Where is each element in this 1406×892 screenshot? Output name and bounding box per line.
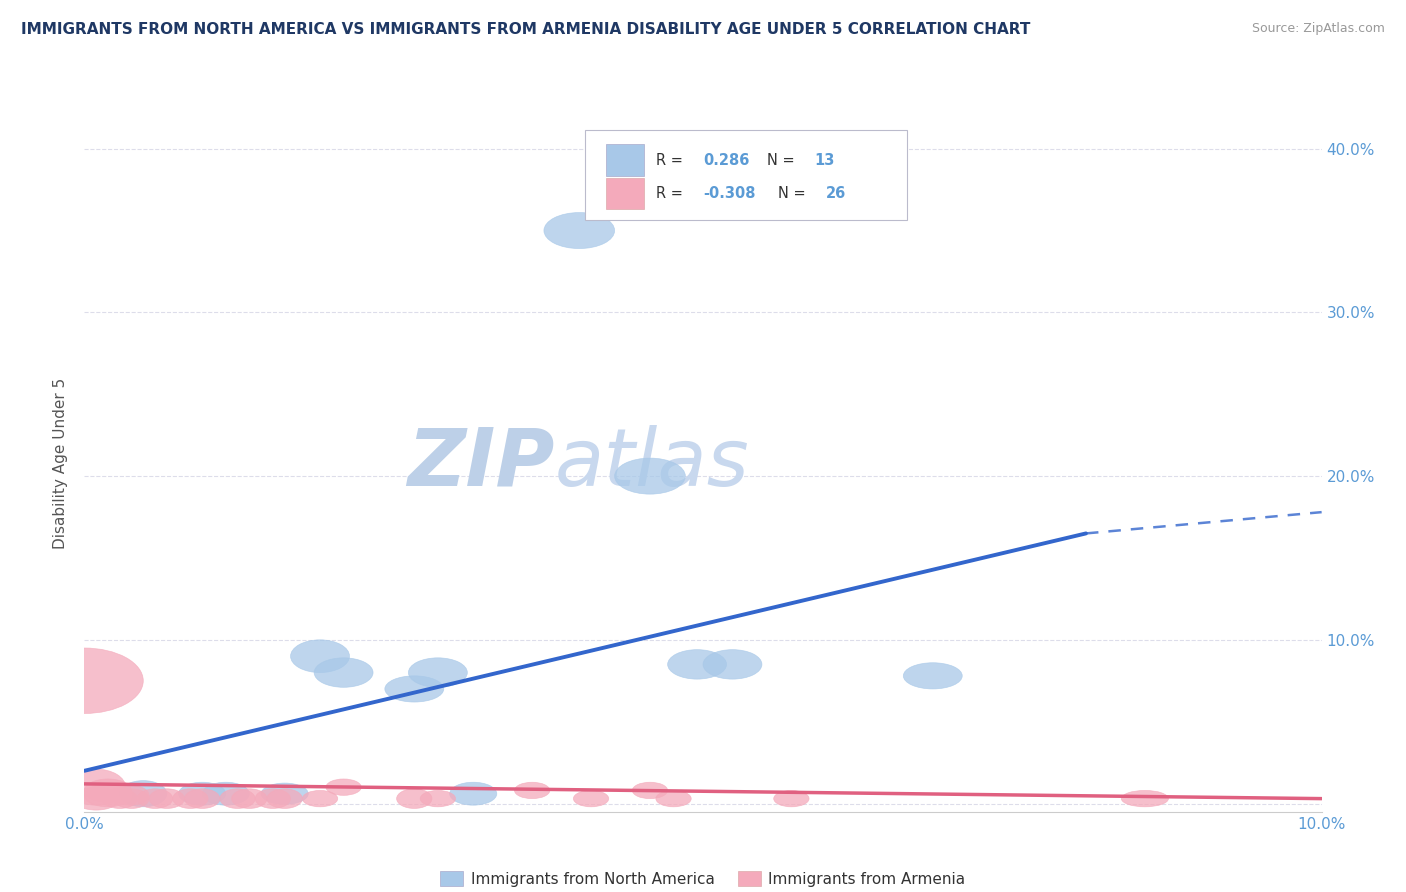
Ellipse shape (184, 789, 219, 808)
Ellipse shape (66, 769, 125, 805)
Text: ZIP: ZIP (408, 425, 554, 503)
Ellipse shape (326, 779, 361, 796)
Ellipse shape (314, 657, 373, 688)
Text: 0.286: 0.286 (703, 153, 749, 168)
FancyBboxPatch shape (585, 130, 907, 220)
Ellipse shape (291, 640, 350, 673)
Ellipse shape (408, 657, 467, 688)
Ellipse shape (179, 782, 226, 805)
Ellipse shape (84, 784, 132, 806)
Ellipse shape (114, 789, 149, 808)
Text: 13: 13 (814, 153, 835, 168)
Text: R =: R = (657, 186, 688, 201)
Ellipse shape (668, 649, 727, 679)
FancyBboxPatch shape (606, 178, 644, 209)
Ellipse shape (114, 786, 149, 805)
Ellipse shape (773, 790, 808, 806)
Ellipse shape (633, 782, 668, 798)
Text: 26: 26 (825, 186, 846, 201)
Ellipse shape (1122, 790, 1168, 806)
Ellipse shape (574, 790, 609, 806)
Ellipse shape (120, 780, 167, 806)
Ellipse shape (396, 789, 432, 808)
Text: -0.308: -0.308 (703, 186, 755, 201)
Legend: Immigrants from North America, Immigrants from Armenia: Immigrants from North America, Immigrant… (434, 864, 972, 892)
Ellipse shape (256, 789, 291, 808)
Ellipse shape (655, 790, 692, 806)
Text: R =: R = (657, 153, 688, 168)
Ellipse shape (302, 790, 337, 806)
Ellipse shape (903, 663, 962, 689)
Ellipse shape (25, 648, 143, 714)
Ellipse shape (385, 676, 444, 702)
Ellipse shape (202, 782, 249, 805)
FancyBboxPatch shape (606, 145, 644, 176)
Ellipse shape (420, 790, 456, 806)
Ellipse shape (173, 789, 208, 808)
Ellipse shape (149, 789, 184, 808)
Ellipse shape (267, 789, 302, 808)
Ellipse shape (544, 212, 614, 249)
Ellipse shape (450, 782, 496, 805)
Ellipse shape (103, 789, 138, 808)
Ellipse shape (232, 789, 267, 808)
Text: Source: ZipAtlas.com: Source: ZipAtlas.com (1251, 22, 1385, 36)
Ellipse shape (84, 779, 132, 802)
Ellipse shape (262, 783, 308, 805)
Ellipse shape (515, 782, 550, 798)
Text: N =: N = (779, 186, 811, 201)
Ellipse shape (73, 787, 120, 810)
Ellipse shape (614, 458, 685, 494)
Text: atlas: atlas (554, 425, 749, 503)
Ellipse shape (219, 789, 256, 808)
Ellipse shape (138, 789, 173, 808)
Ellipse shape (703, 649, 762, 679)
Text: N =: N = (768, 153, 800, 168)
Text: IMMIGRANTS FROM NORTH AMERICA VS IMMIGRANTS FROM ARMENIA DISABILITY AGE UNDER 5 : IMMIGRANTS FROM NORTH AMERICA VS IMMIGRA… (21, 22, 1031, 37)
Y-axis label: Disability Age Under 5: Disability Age Under 5 (53, 378, 69, 549)
